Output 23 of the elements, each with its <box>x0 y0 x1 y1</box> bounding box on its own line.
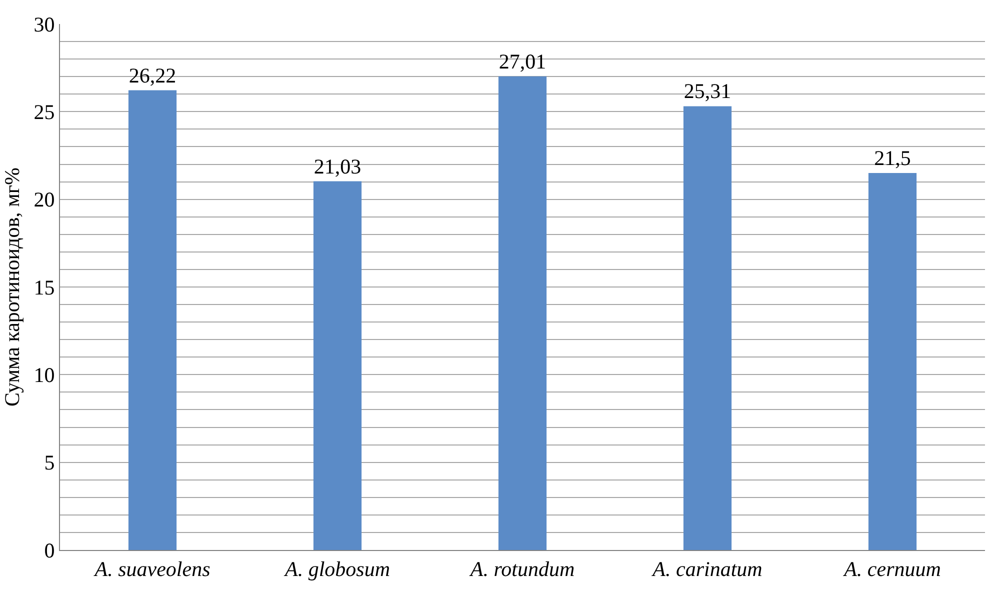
x-tick-label: A. cernuum <box>842 557 941 582</box>
bar <box>313 181 362 550</box>
bar <box>683 106 732 550</box>
x-tick-label: A. carinatum <box>650 557 762 582</box>
y-tick-label: 15 <box>34 275 55 300</box>
data-label: 25,31 <box>684 79 732 104</box>
data-label: 26,22 <box>128 63 176 88</box>
y-tick-label: 10 <box>34 363 55 388</box>
y-tick-label: 25 <box>34 100 55 124</box>
data-label: 27,01 <box>498 49 546 74</box>
x-tick-label: A. globosum <box>283 557 390 582</box>
bar <box>498 76 547 550</box>
bar <box>868 173 917 550</box>
bar <box>128 90 177 550</box>
data-label: 21,03 <box>314 154 362 178</box>
data-label: 21,5 <box>874 146 911 170</box>
y-tick-label: 20 <box>34 188 55 212</box>
x-tick-label: A. suaveolens <box>92 557 210 582</box>
y-tick-label: 5 <box>44 450 55 475</box>
y-tick-label: 30 <box>34 12 55 36</box>
x-tick-label: A. rotundum <box>468 557 575 582</box>
y-tick-label: 0 <box>44 538 55 562</box>
y-axis-title: Сумма каротиноидов, мг% <box>0 167 24 407</box>
